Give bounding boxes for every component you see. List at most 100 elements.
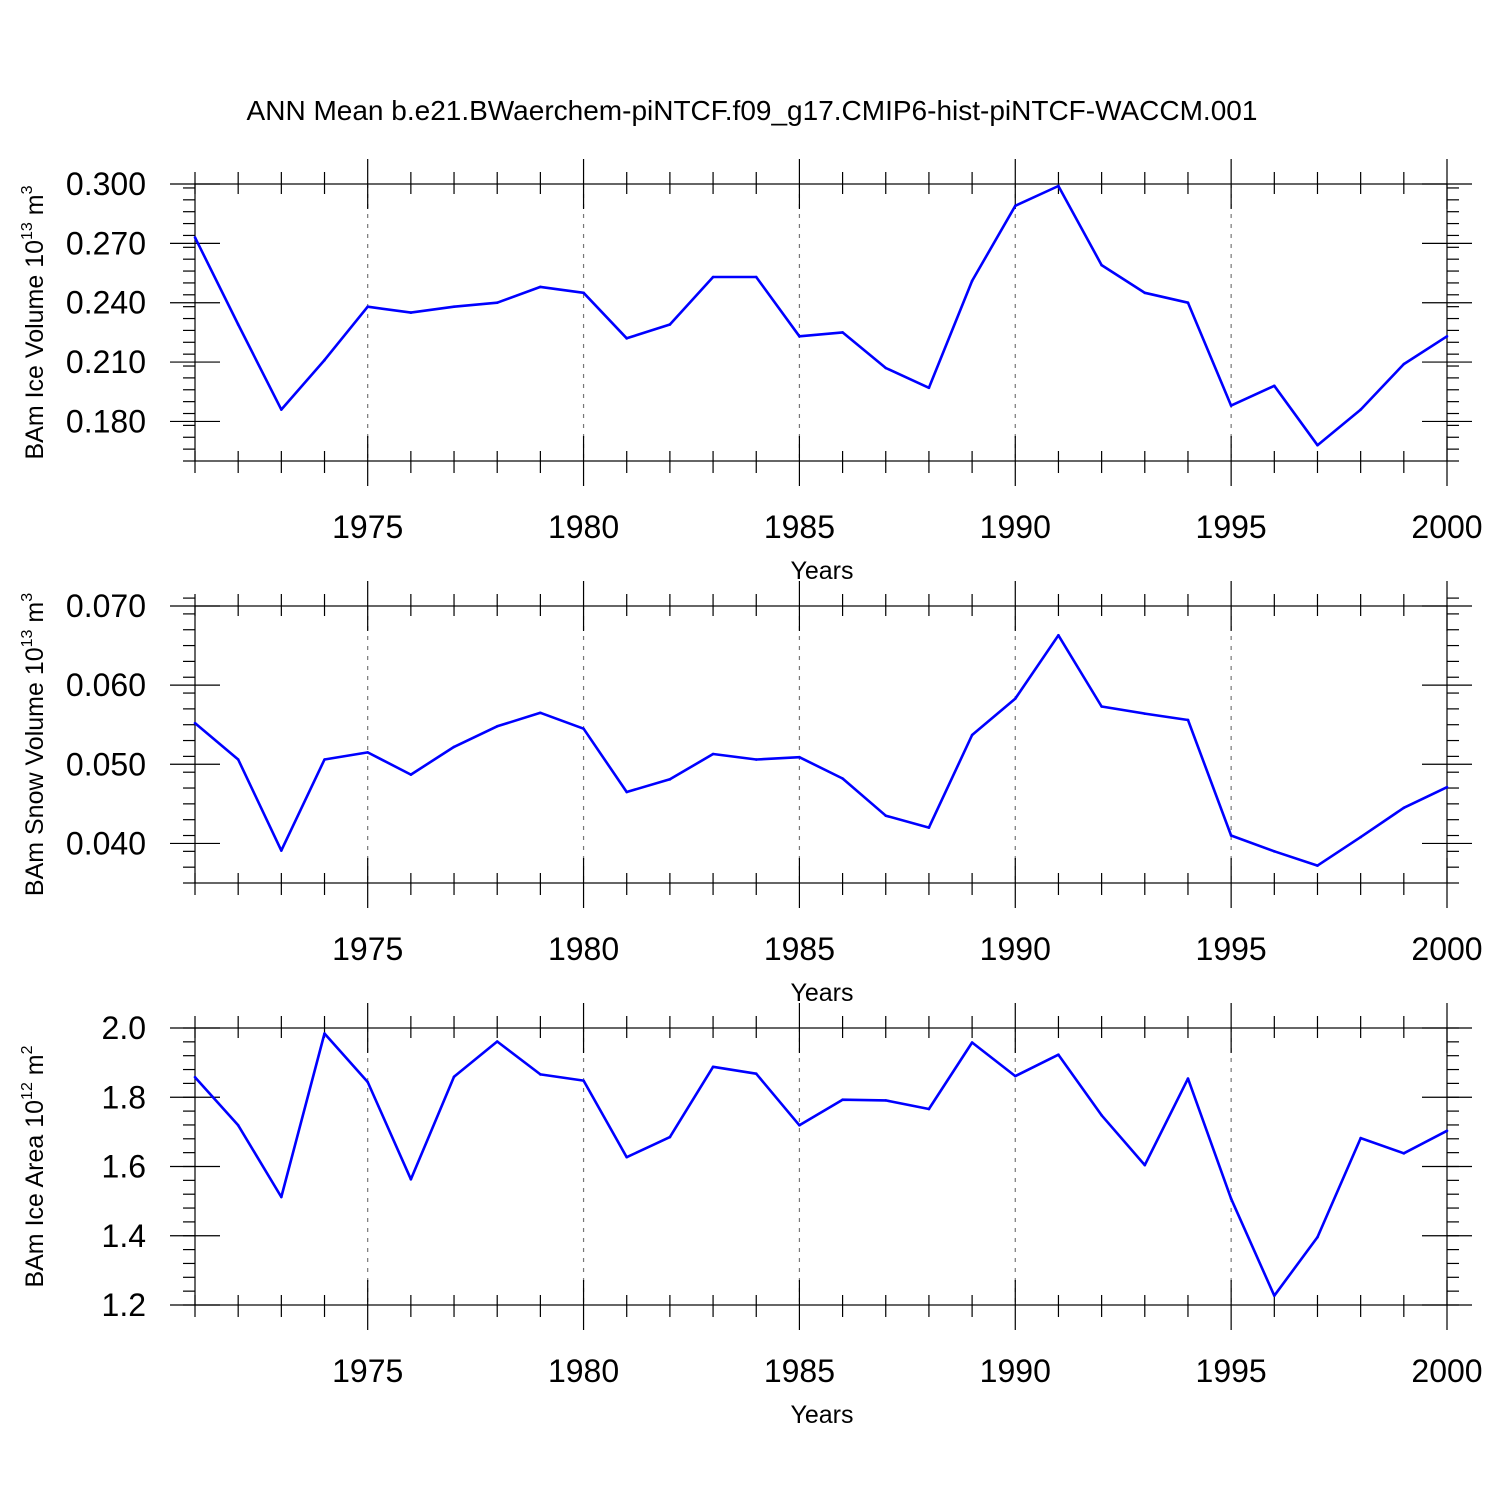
y-tick-label: 0.040 [66,825,146,861]
data-point [668,1135,672,1139]
data-point [1316,1235,1319,1239]
data-point [193,721,197,725]
data-point [323,1032,326,1035]
data-point [711,275,715,279]
x-tick-label: 2000 [1411,509,1482,545]
x-axis-title: Years [790,1401,853,1429]
y-axis-title-exponent: 13 [19,629,36,647]
data-point [452,1075,456,1079]
data-point [884,1099,888,1102]
y-axis-title: BAm Ice Area 1012 m2 [19,1045,49,1287]
y-tick-label: 0.070 [66,588,146,624]
data-point [280,1195,283,1199]
data-point [582,727,585,730]
data-point [323,358,326,362]
data-point [1402,362,1406,366]
data-point [1402,1152,1406,1155]
data-point [798,335,801,338]
y-axis-title: BAm Ice Volume 1013 m3 [19,185,49,459]
data-point [366,305,369,308]
data-point [1445,785,1449,789]
data-point [1100,263,1103,267]
data-point [236,323,240,326]
y-tick-label: 0.300 [66,166,146,202]
y-axis-title-exponent: 13 [19,222,36,240]
y-tick-label: 1.8 [102,1079,146,1115]
data-point [539,285,542,289]
data-point [236,1123,240,1127]
data-point [1445,1129,1449,1133]
x-tick-label: 2000 [1411,931,1482,967]
data-point [711,752,715,756]
data-point [495,301,499,305]
data-point [1273,850,1276,853]
data-point [193,236,197,239]
x-tick-label: 1975 [332,931,403,967]
data-point [280,408,283,411]
data-point [1316,864,1319,867]
figure-title: ANN Mean b.e21.BWaerchem-piNTCF.f09_g17.… [247,95,1258,126]
y-tick-label: 1.4 [102,1218,146,1254]
data-point [798,755,801,759]
x-tick-label: 1985 [764,931,835,967]
data-point [1229,834,1233,837]
y-axis-title-unit-exponent: 3 [19,185,36,194]
x-tick-label: 1990 [980,1353,1051,1389]
y-tick-label: 0.180 [66,403,146,439]
y-tick-label: 1.6 [102,1149,146,1185]
data-point [841,1098,844,1101]
data-point [754,275,758,279]
x-tick-label: 1980 [548,509,619,545]
data-point [1402,806,1406,810]
data-point [1359,835,1362,839]
y-tick-label: 0.050 [66,746,146,782]
data-point [625,790,629,794]
data-point [754,758,758,761]
data-point [668,323,672,326]
panel-ice-area: 1975 1980 1985 1990 1995 2000 Years 1.2 1.4 1.6 1.… [19,1003,1483,1429]
data-point [1013,1074,1017,1078]
y-tick-label: 0.240 [66,285,146,321]
data-point [1100,1113,1103,1117]
x-tick-label: 1980 [548,1353,619,1389]
data-point [1186,301,1190,305]
data-point [1013,204,1017,208]
panel-snow-volume: 1975 1980 1985 1990 1995 2000 Years 0.040 0.050 0… [19,581,1483,1007]
data-point [1229,1197,1233,1201]
data-point [927,1107,931,1111]
y-axis-title-main: BAm Ice Area 10 [21,1100,49,1288]
y-axis-title-exponent: 12 [19,1082,36,1100]
x-tick-label: 1985 [764,1353,835,1389]
x-tick-label: 1975 [332,509,403,545]
data-point [323,758,326,761]
data-point [798,1123,801,1127]
y-axis-title-unit: m [21,1054,49,1082]
data-point [754,1072,758,1076]
data-point [970,1041,974,1044]
x-tick-label: 1995 [1196,1353,1267,1389]
y-tick-label: 0.060 [66,667,146,703]
data-point [970,279,974,283]
y-axis-title-unit: m [21,602,49,630]
y-tick-label: 1.2 [102,1287,146,1323]
y-tick-label: 2.0 [102,1010,146,1046]
data-point [1359,408,1362,411]
panel-ice-volume: 1975 1980 1985 1990 1995 2000 Years 0.180 0.210 0… [19,159,1483,585]
x-tick-label: 1990 [980,509,1051,545]
data-point [280,849,283,852]
series-line-ice-area [194,1032,1448,1297]
data-point [1359,1136,1362,1140]
x-axis-title: Years [790,557,853,585]
data-point [711,1065,715,1069]
y-tick-label: 0.210 [66,344,146,380]
y-axis-title: BAm Snow Volume 1013 m3 [19,593,49,896]
data-point [1013,697,1017,700]
data-point [409,311,413,314]
data-point [452,305,456,308]
data-point [841,331,844,334]
data-point [409,1178,413,1181]
data-point [582,1079,585,1082]
y-axis-title-unit: m [21,194,49,222]
y-axis-title-main: BAm Ice Volume 10 [21,240,49,460]
